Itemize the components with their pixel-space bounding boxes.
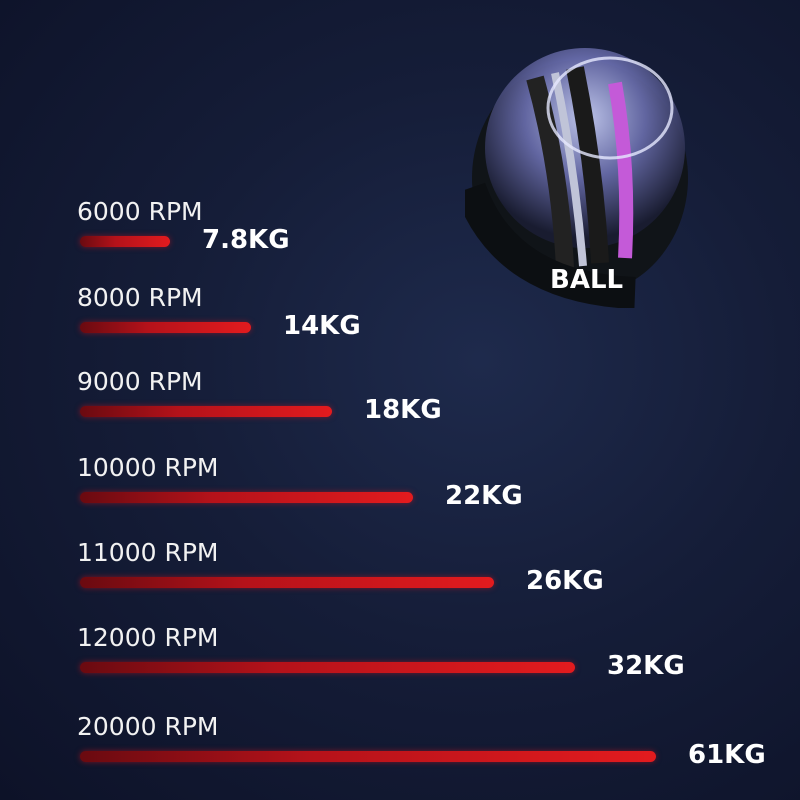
rpm-label: 10000 RPM	[77, 453, 219, 482]
rpm-label: 9000 RPM	[77, 367, 203, 396]
rpm-label: 20000 RPM	[77, 712, 219, 741]
rpm-label: 6000 RPM	[77, 197, 203, 226]
logo-text: BALL	[550, 265, 623, 295]
rpm-label: 12000 RPM	[77, 623, 219, 652]
bar	[80, 322, 251, 333]
weight-label: 22KG	[445, 481, 523, 511]
weight-label: 14KG	[283, 311, 361, 341]
rpm-label: 8000 RPM	[77, 283, 203, 312]
weight-label: 32KG	[607, 651, 685, 681]
bar	[80, 236, 170, 247]
bar	[80, 406, 332, 417]
weight-label: 61KG	[688, 740, 766, 770]
weight-label: 26KG	[526, 566, 604, 596]
rpm-label: 11000 RPM	[77, 538, 219, 567]
weight-label: 18KG	[364, 395, 442, 425]
bar	[80, 662, 575, 673]
weight-label: 7.8KG	[202, 225, 290, 255]
bar	[80, 492, 413, 503]
gyro-ball-image: BALL	[465, 48, 688, 308]
bar	[80, 751, 656, 762]
bar	[80, 577, 494, 588]
